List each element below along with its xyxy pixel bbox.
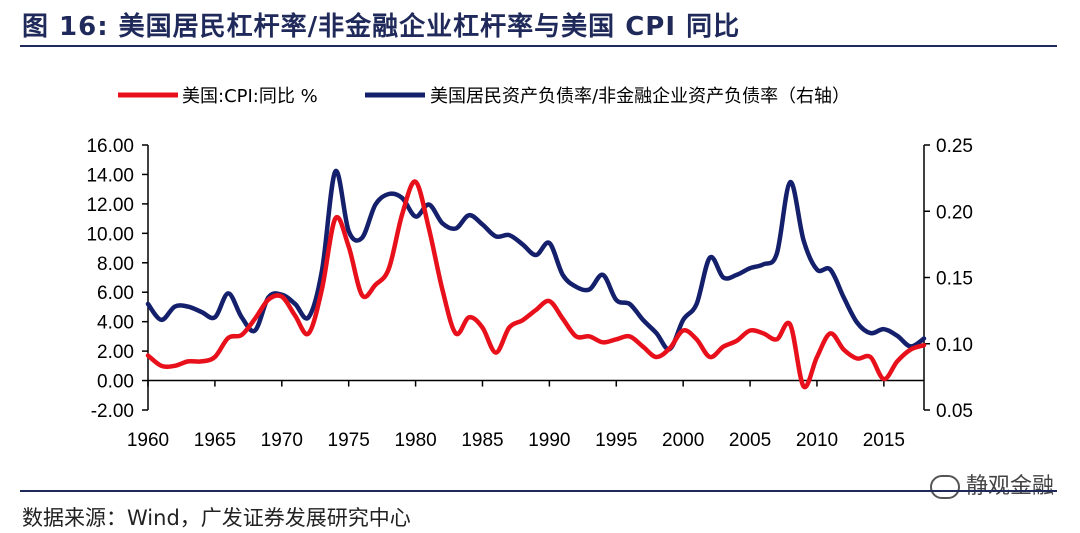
- x-tick-label: 1985: [461, 430, 503, 451]
- legend-label-cpi: 美国:CPI:同比 %: [182, 86, 318, 107]
- x-tick-label: 1990: [528, 430, 570, 451]
- debt-ratio-series-line: [145, 169, 927, 352]
- chart-title: 图 16: 美国居民杠杆率/非金融企业杠杆率与美国 CPI 同比: [22, 12, 741, 42]
- right-tick-label: 0.10: [936, 335, 973, 356]
- source-rule: [20, 490, 1057, 492]
- left-tick-label: -2.00: [91, 401, 134, 422]
- x-tick-label: 1965: [194, 430, 236, 451]
- x-tick-label: 1975: [328, 430, 370, 451]
- chart-series: [145, 169, 927, 390]
- x-tick-label: 1995: [595, 430, 637, 451]
- right-tick-label: 0.05: [936, 401, 973, 422]
- x-tick-label: 1960: [127, 430, 169, 451]
- x-tick-label: 2000: [662, 430, 704, 451]
- right-tick-label: 0.25: [936, 136, 973, 157]
- left-tick-label: 2.00: [97, 342, 134, 363]
- x-tick-label: 2010: [796, 430, 838, 451]
- x-tick-label: 1980: [394, 430, 436, 451]
- chart-axes: 16.00 14.00 12.00 10.00 8.00 6.00 4.00 2.00 0.00…: [86, 136, 973, 451]
- x-tick-label: 1970: [261, 430, 303, 451]
- right-tick-label: 0.20: [936, 202, 973, 223]
- left-tick-label: 0.00: [97, 372, 134, 393]
- x-tick-label: 2015: [863, 430, 905, 451]
- left-tick-label: 6.00: [97, 283, 134, 304]
- wechat-icon: [930, 475, 960, 499]
- cpi-series-line: [145, 179, 927, 390]
- left-tick-label: 10.00: [86, 224, 134, 245]
- left-tick-label: 8.00: [97, 254, 134, 275]
- legend-label-debt: 美国居民资产负债率/非金融企业资产负债率（右轴）: [430, 86, 850, 107]
- left-tick-label: 4.00: [97, 313, 134, 334]
- chart-legend: 美国:CPI:同比 % 美国居民资产负债率/非金融企业资产负债率（右轴）: [118, 86, 850, 107]
- x-tick-label: 2005: [729, 430, 771, 451]
- title-rule: [20, 45, 1057, 47]
- left-tick-label: 16.00: [86, 136, 134, 157]
- watermark-text: 静观金融: [966, 474, 1055, 499]
- left-tick-label: 12.00: [86, 195, 134, 216]
- chart: 16.00 14.00 12.00 10.00 8.00 6.00 4.00 2.00 0.00…: [86, 86, 973, 451]
- watermark: 静观金融: [930, 468, 1054, 500]
- source-note: 数据来源：Wind，广发证券发展研究中心: [22, 506, 411, 530]
- right-tick-label: 0.15: [936, 269, 973, 290]
- left-tick-label: 14.00: [86, 165, 134, 186]
